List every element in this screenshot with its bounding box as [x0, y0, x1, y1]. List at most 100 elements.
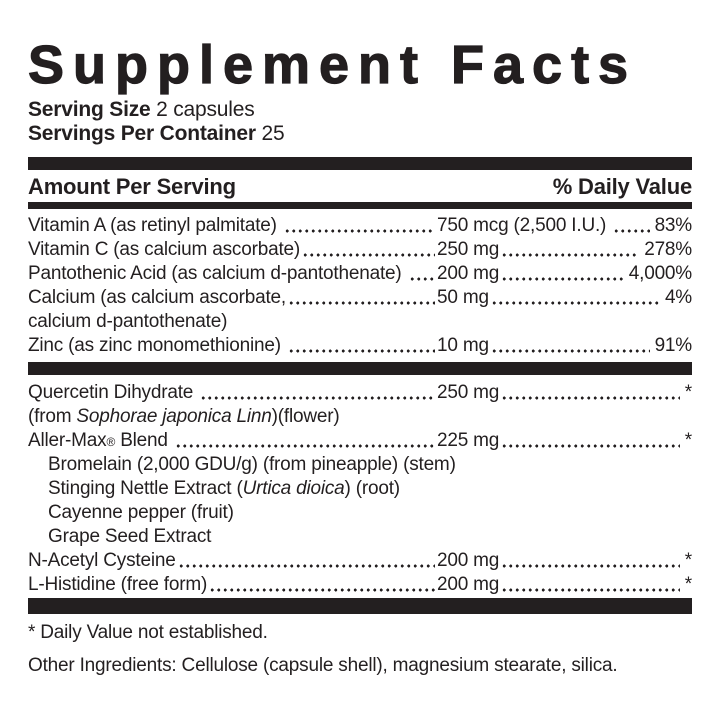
nutrient-name-cell: L-Histidine (free form)	[28, 573, 437, 597]
dot-leader	[490, 300, 660, 306]
footer-divider-bar	[28, 598, 692, 614]
nutrient-name-cell: Calcium (as calcium ascorbate,	[28, 286, 437, 310]
nutrient-name: Stinging Nettle Extract (	[48, 478, 243, 499]
nutrient-name: Urtica dioica	[242, 478, 345, 499]
nutrient-name: )(flower)	[271, 406, 340, 427]
top-divider-bar	[28, 157, 692, 170]
serving-size-value: 2 capsules	[150, 98, 255, 121]
nutrient-row: L-Histidine (free form) 200 mg *	[28, 573, 692, 597]
daily-value-footnote: * Daily Value not established.	[28, 622, 268, 643]
nutrient-row: N-Acetyl Cysteine 200 mg *	[28, 549, 692, 573]
dot-leader	[490, 348, 650, 354]
dot-leader	[288, 348, 435, 354]
nutrient-daily-value: 83%	[654, 215, 693, 236]
serving-size-line: Serving Size 2 capsules	[28, 98, 692, 122]
nutrient-name: calcium d-pantothenate)	[28, 311, 228, 332]
nutrient-daily-value: 91%	[654, 335, 693, 356]
nutrient-row: Vitamin C (as calcium ascorbate) 250 mg 27…	[28, 238, 692, 262]
dot-leader	[501, 252, 640, 258]
dot-leader	[408, 276, 435, 282]
nutrient-name: Bromelain (2,000 GDU/g) (from pineapple)…	[48, 454, 456, 475]
nutrient-table: Vitamin A (as retinyl palmitate) 750 mcg…	[28, 214, 692, 597]
dot-leader	[287, 300, 435, 306]
nutrient-row: Vitamin A (as retinyl palmitate) 750 mcg…	[28, 214, 692, 238]
nutrient-row: Bromelain (2,000 GDU/g) (from pineapple)…	[28, 453, 692, 477]
dot-leader	[209, 587, 435, 593]
nutrient-name-cell: N-Acetyl Cysteine	[28, 549, 437, 573]
nutrient-row: Grape Seed Extract	[28, 525, 692, 549]
nutrient-name-cell: Quercetin Dihydrate	[28, 381, 437, 405]
nutrient-row: Aller-Max ® Blend 225 mg *	[28, 429, 692, 453]
nutrient-amount: 50 mg	[437, 287, 489, 308]
nutrient-row: Cayenne pepper (fruit)	[28, 501, 692, 525]
table-section: Quercetin Dihydrate 250 mg * (from Sophora…	[28, 381, 692, 597]
servings-per-container-label: Servings Per Container	[28, 122, 256, 145]
dot-leader	[177, 563, 435, 569]
nutrient-row: Zinc (as zinc monomethionine) 10 mg 91%	[28, 334, 692, 358]
dot-leader	[501, 563, 680, 569]
nutrient-daily-value: *	[684, 574, 692, 595]
nutrient-name: N-Acetyl Cysteine	[28, 550, 176, 571]
nutrient-row: Calcium (as calcium ascorbate, 50 mg 4%	[28, 286, 692, 310]
nutrient-daily-value: *	[684, 382, 692, 403]
dot-leader	[200, 395, 435, 401]
dot-leader	[613, 228, 650, 234]
nutrient-name-cell: Vitamin C (as calcium ascorbate)	[28, 238, 437, 262]
section-divider-bar	[28, 362, 692, 375]
nutrient-row: (from Sophorae japonica Linn)(flower)	[28, 405, 692, 429]
nutrient-amount: 225 mg	[437, 430, 500, 451]
nutrient-amount: 200 mg	[437, 574, 500, 595]
table-section: Vitamin A (as retinyl palmitate) 750 mcg…	[28, 214, 692, 358]
nutrient-name-cell: Aller-Max ® Blend	[28, 429, 437, 453]
nutrient-name: Vitamin A (as retinyl palmitate)	[28, 215, 282, 236]
nutrient-name: Blend	[115, 430, 173, 451]
dot-leader	[501, 276, 624, 282]
nutrient-daily-value: *	[684, 430, 692, 451]
nutrient-amount: 10 mg	[437, 335, 489, 356]
dot-leader	[283, 228, 435, 234]
nutrient-daily-value: *	[684, 550, 692, 571]
nutrient-daily-value: 4,000%	[628, 263, 692, 284]
servings-per-container-line: Servings Per Container 25	[28, 122, 692, 146]
nutrient-name-cell: Zinc (as zinc monomethionine)	[28, 334, 437, 358]
nutrient-name: Cayenne pepper (fruit)	[48, 502, 234, 523]
dot-leader	[501, 395, 680, 401]
nutrient-name: (from	[28, 406, 77, 427]
nutrient-row: Quercetin Dihydrate 250 mg *	[28, 381, 692, 405]
nutrient-amount: 250 mg	[437, 382, 500, 403]
nutrient-amount: 200 mg	[437, 550, 500, 571]
other-ingredients-text: Other Ingredients: Cellulose (capsule sh…	[28, 655, 618, 676]
nutrient-row: calcium d-pantothenate)	[28, 310, 692, 334]
serving-info: Serving Size 2 capsules Servings Per Con…	[28, 98, 692, 146]
dot-leader	[174, 443, 435, 449]
nutrient-name: Aller-Max	[28, 430, 107, 451]
amount-per-serving-label: Amount Per Serving	[28, 174, 236, 199]
nutrient-name: L-Histidine (free form)	[28, 574, 208, 595]
nutrient-row: Stinging Nettle Extract (Urtica dioica) …	[28, 477, 692, 501]
nutrient-daily-value: 4%	[664, 287, 692, 308]
page-title: Supplement Facts	[27, 35, 638, 95]
dot-leader	[501, 443, 680, 449]
daily-value-label: % Daily Value	[552, 174, 692, 199]
servings-per-container-value: 25	[255, 122, 285, 145]
header-underline-bar	[28, 202, 692, 209]
facts-header-row: Amount Per Serving % Daily Value	[28, 170, 692, 202]
nutrient-name-cell: Pantothenic Acid (as calcium d-pantothen…	[28, 262, 437, 286]
nutrient-name: ) (root)	[344, 478, 401, 499]
nutrient-name: Quercetin Dihydrate	[28, 382, 199, 403]
nutrient-amount: 250 mg	[437, 239, 500, 260]
nutrient-name: Zinc (as zinc monomethionine)	[28, 335, 286, 356]
dot-leader	[302, 252, 435, 258]
nutrient-amount: 750 mcg (2,500 I.U.)	[437, 215, 612, 236]
nutrient-name: Vitamin C (as calcium ascorbate)	[28, 239, 301, 260]
nutrient-name: Sophorae japonica Linn	[76, 406, 272, 427]
nutrient-name: Grape Seed Extract	[48, 526, 212, 547]
nutrient-name: Pantothenic Acid (as calcium d-pantothen…	[28, 263, 407, 284]
nutrient-name-cell: Vitamin A (as retinyl palmitate)	[28, 214, 437, 238]
nutrient-name: Calcium (as calcium ascorbate,	[28, 287, 286, 308]
dot-leader	[501, 587, 680, 593]
nutrient-row: Pantothenic Acid (as calcium d-pantothen…	[28, 262, 692, 286]
serving-size-label: Serving Size	[28, 98, 151, 121]
nutrient-amount: 200 mg	[437, 263, 500, 284]
